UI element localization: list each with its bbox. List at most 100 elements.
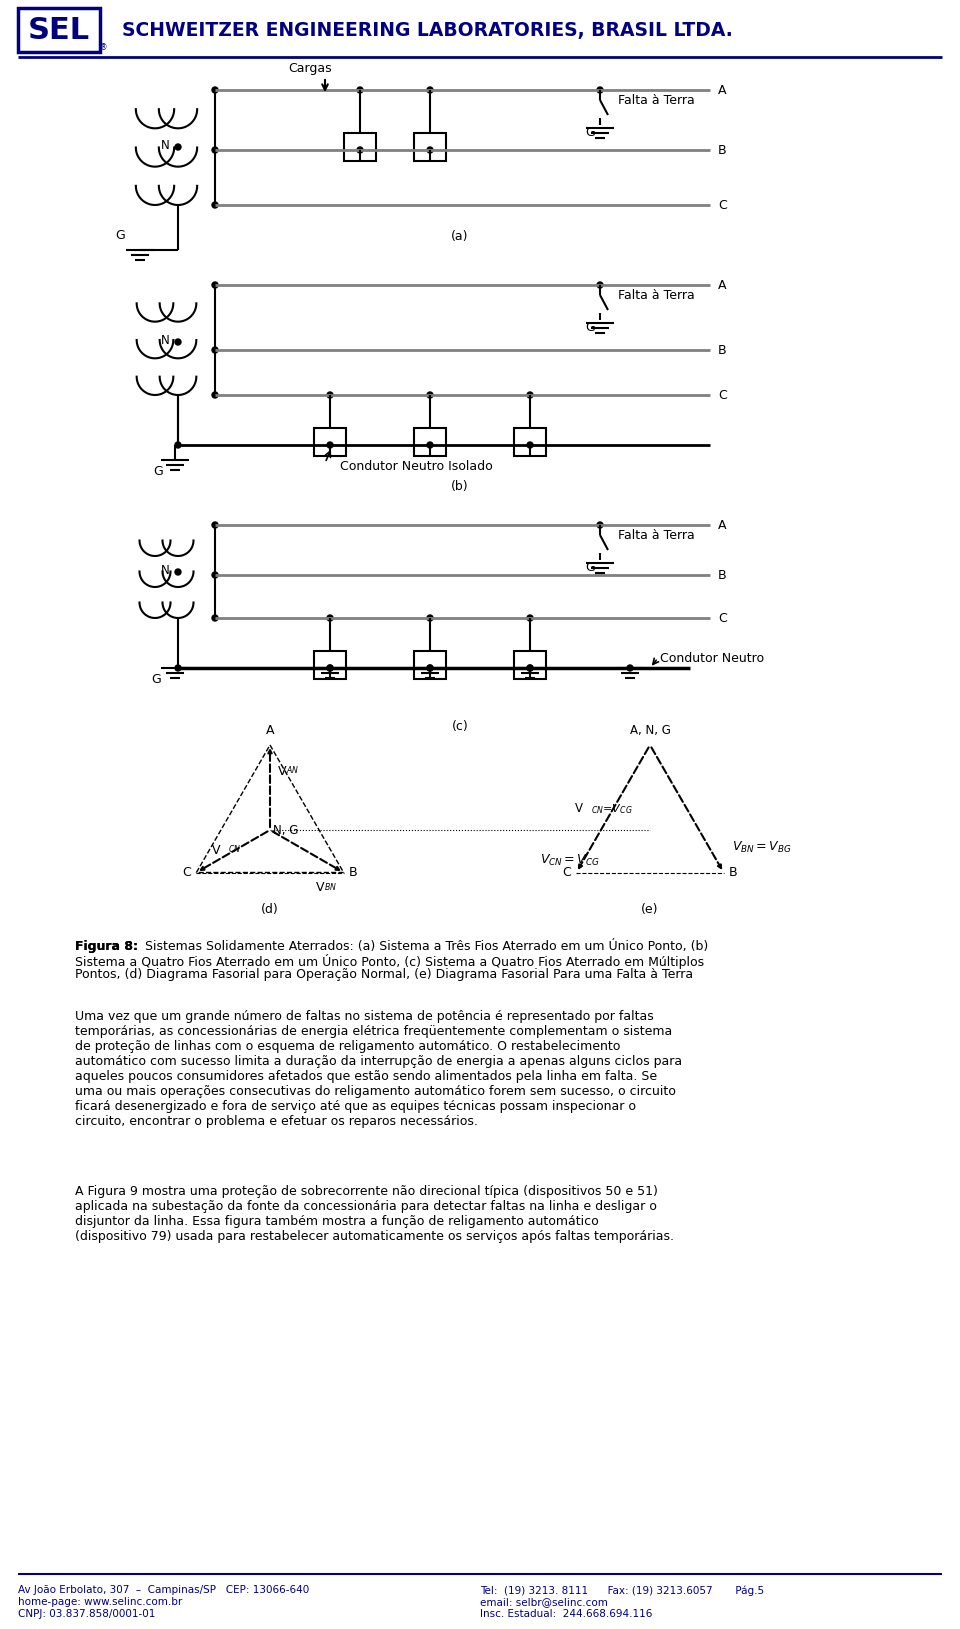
Circle shape: [427, 665, 433, 671]
Circle shape: [175, 143, 181, 150]
Text: (a): (a): [451, 230, 468, 243]
Circle shape: [327, 441, 333, 448]
Bar: [414, 428, 446, 456]
Text: circuito, encontrar o problema e efetuar os reparos necessários.: circuito, encontrar o problema e efetuar…: [75, 1114, 478, 1127]
Text: ficará desenergizado e fora de serviço até que as equipes técnicas possam inspec: ficará desenergizado e fora de serviço a…: [75, 1100, 636, 1113]
Text: G: G: [115, 228, 125, 241]
Text: ®: ®: [100, 42, 108, 52]
Text: (dispositivo 79) usada para restabelecer automaticamente os serviços após faltas: (dispositivo 79) usada para restabelecer…: [75, 1230, 674, 1243]
Text: G: G: [586, 125, 595, 138]
Text: (d): (d): [261, 902, 278, 915]
Circle shape: [527, 393, 533, 397]
Bar: [18, 8, 100, 52]
Text: B: B: [729, 867, 737, 880]
Text: Insc. Estadual:  244.668.694.116: Insc. Estadual: 244.668.694.116: [480, 1609, 653, 1619]
Text: Pontos, (d) Diagrama Fasorial para Operação Normal, (e) Diagrama Fasorial Para u: Pontos, (d) Diagrama Fasorial para Opera…: [75, 968, 693, 981]
Text: C: C: [563, 867, 571, 880]
Circle shape: [357, 147, 363, 153]
Circle shape: [327, 616, 333, 621]
Text: V: V: [575, 801, 583, 814]
Text: Condutor Neutro: Condutor Neutro: [660, 652, 764, 665]
Text: Sistema a Quatro Fios Aterrado em um Único Ponto, (c) Sistema a Quatro Fios Ater: Sistema a Quatro Fios Aterrado em um Úni…: [75, 955, 704, 969]
Text: V: V: [278, 766, 286, 779]
Text: N, G: N, G: [273, 824, 299, 837]
Text: N: N: [161, 138, 170, 151]
Text: de proteção de linhas com o esquema de religamento automático. O restabeleciment: de proteção de linhas com o esquema de r…: [75, 1039, 620, 1052]
Bar: [314, 428, 346, 456]
Text: Falta à Terra: Falta à Terra: [618, 288, 695, 301]
Circle shape: [212, 521, 218, 528]
Text: C: C: [182, 867, 191, 880]
Circle shape: [357, 86, 363, 93]
Text: (e): (e): [641, 902, 659, 915]
Text: temporárias, as concessionárias de energia elétrica freqüentemente complementam : temporárias, as concessionárias de energ…: [75, 1025, 672, 1038]
Circle shape: [597, 521, 603, 528]
Text: V: V: [211, 844, 220, 857]
Text: A Figura 9 mostra uma proteção de sobrecorrente não direcional típica (dispositi: A Figura 9 mostra uma proteção de sobrec…: [75, 1184, 658, 1197]
Text: A: A: [718, 83, 727, 96]
Text: aqueles poucos consumidores afetados que estão sendo alimentados pela linha em f: aqueles poucos consumidores afetados que…: [75, 1070, 658, 1083]
Text: $V_{CN}=V_{CG}$: $V_{CN}=V_{CG}$: [540, 852, 600, 868]
Circle shape: [175, 339, 181, 345]
Text: automático com sucesso limita a duração da interrupção de energia a apenas algun: automático com sucesso limita a duração …: [75, 1056, 683, 1069]
Text: N: N: [161, 334, 170, 347]
Circle shape: [212, 393, 218, 397]
Circle shape: [212, 147, 218, 153]
Text: C: C: [718, 611, 727, 624]
Circle shape: [212, 202, 218, 209]
Circle shape: [427, 147, 433, 153]
Bar: [414, 652, 446, 679]
Text: G: G: [586, 560, 595, 573]
Circle shape: [212, 282, 218, 288]
Text: home-page: www.selinc.com.br: home-page: www.selinc.com.br: [18, 1596, 182, 1606]
Text: A: A: [718, 279, 727, 292]
Text: $_{AN}$: $_{AN}$: [286, 766, 300, 777]
Text: (b): (b): [451, 481, 468, 494]
Circle shape: [427, 86, 433, 93]
Circle shape: [597, 282, 603, 288]
Text: uma ou mais operações consecutivas do religamento automático forem sem sucesso, : uma ou mais operações consecutivas do re…: [75, 1085, 676, 1098]
Text: (c): (c): [451, 720, 468, 733]
Text: $_{CN}$: $_{CN}$: [228, 844, 241, 857]
Circle shape: [427, 393, 433, 397]
Text: A: A: [266, 723, 275, 736]
Circle shape: [175, 665, 181, 671]
Text: Tel:  (19) 3213. 8111      Fax: (19) 3213.6057       Pág.5: Tel: (19) 3213. 8111 Fax: (19) 3213.6057…: [480, 1585, 764, 1595]
Circle shape: [327, 665, 333, 671]
Text: SEL: SEL: [28, 16, 90, 44]
Text: email: selbr@selinc.com: email: selbr@selinc.com: [480, 1596, 608, 1606]
Text: Falta à Terra: Falta à Terra: [618, 93, 695, 106]
Text: $_{CN}$=$V_{CG}$: $_{CN}$=$V_{CG}$: [591, 801, 633, 816]
Circle shape: [597, 86, 603, 93]
Circle shape: [527, 665, 533, 671]
Text: $V_{BN}=V_{BG}$: $V_{BN}=V_{BG}$: [732, 841, 791, 855]
Text: A: A: [718, 518, 727, 531]
Circle shape: [327, 665, 333, 671]
Text: disjuntor da linha. Essa figura também mostra a função de religamento automático: disjuntor da linha. Essa figura também m…: [75, 1215, 599, 1228]
Text: B: B: [718, 344, 727, 357]
Bar: [314, 652, 346, 679]
Bar: [344, 134, 376, 161]
Circle shape: [527, 616, 533, 621]
Text: C: C: [718, 388, 727, 401]
Circle shape: [212, 616, 218, 621]
Text: CNPJ: 03.837.858/0001-01: CNPJ: 03.837.858/0001-01: [18, 1609, 156, 1619]
Circle shape: [427, 441, 433, 448]
Text: Condutor Neutro Isolado: Condutor Neutro Isolado: [340, 459, 492, 472]
Text: Sistemas Solidamente Aterrados: (a) Sistema a Três Fios Aterrado em um Único Pon: Sistemas Solidamente Aterrados: (a) Sist…: [137, 940, 708, 953]
Text: N: N: [161, 564, 170, 577]
Text: aplicada na subestação da fonte da concessionária para detectar faltas na linha : aplicada na subestação da fonte da conce…: [75, 1201, 657, 1214]
Text: SCHWEITZER ENGINEERING LABORATORIES, BRASIL LTDA.: SCHWEITZER ENGINEERING LABORATORIES, BRA…: [122, 21, 732, 39]
Text: $_{BN}$: $_{BN}$: [324, 881, 337, 894]
Text: Cargas: Cargas: [288, 62, 332, 75]
Text: Uma vez que um grande número de faltas no sistema de potência é representado por: Uma vez que um grande número de faltas n…: [75, 1010, 654, 1023]
Text: C: C: [718, 199, 727, 212]
Text: G: G: [154, 464, 163, 477]
Circle shape: [427, 665, 433, 671]
Bar: [514, 652, 546, 679]
Text: G: G: [151, 673, 161, 686]
Text: Figura 8:: Figura 8:: [75, 940, 138, 953]
Circle shape: [212, 86, 218, 93]
Text: Falta à Terra: Falta à Terra: [618, 528, 695, 541]
Text: Av João Erbolato, 307  –  Campinas/SP   CEP: 13066-640: Av João Erbolato, 307 – Campinas/SP CEP:…: [18, 1585, 309, 1595]
